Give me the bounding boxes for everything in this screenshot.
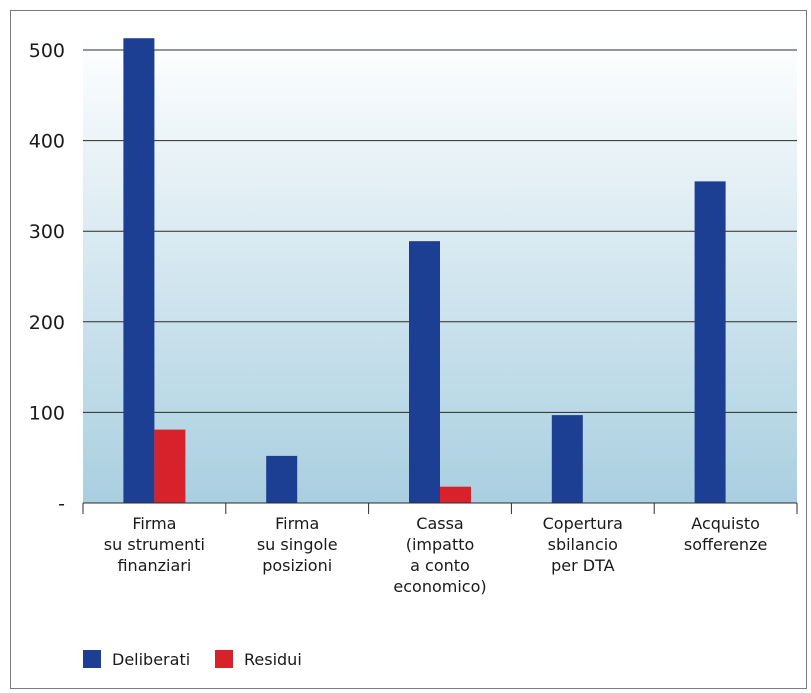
bar-deliberati-4 [694,181,726,503]
x-category-label: finanziari [117,556,191,575]
y-tick-label: 200 [29,312,65,334]
x-category-label: Cassa [416,514,463,533]
x-category-label: per DTA [551,556,615,575]
x-category-label: economico) [393,577,486,596]
bar-deliberati-1 [266,455,298,503]
x-category-label: posizioni [262,556,332,575]
bar-residui-0 [154,429,186,503]
x-category-label: sofferenze [684,535,767,554]
y-axis-tick-labels: - 100 200 300 400 500 [29,40,65,515]
x-axis-category-labels: Firma su strumenti finanziari Firma su singo… [104,514,768,596]
x-category-label: a conto [410,556,470,575]
y-tick-label: 400 [29,131,65,153]
x-category-label: su strumenti [104,535,205,554]
legend: Deliberati Residui [83,650,302,669]
bar-deliberati-2 [409,241,440,503]
x-category-label: sbilancio [548,535,618,554]
x-category-label: Acquisto [691,514,760,533]
x-category-label: Firma [132,514,176,533]
legend-label-residui: Residui [244,650,302,669]
x-category-label: Copertura [543,514,623,533]
legend-swatch-deliberati [83,650,101,668]
x-category-label: (impatto [406,535,475,554]
bar-deliberati-3 [551,415,583,503]
y-tick-label: 300 [29,221,65,243]
legend-swatch-residui [215,650,233,668]
x-category-label: Firma [275,514,319,533]
x-axis [82,502,798,514]
bar-residui-2 [440,486,471,503]
bar-deliberati-0 [123,38,155,504]
y-tick-label: - [58,493,65,515]
x-category-label: su singole [257,535,338,554]
y-tick-label: 500 [29,40,65,62]
y-tick-label: 100 [29,402,65,424]
bars [123,38,726,504]
legend-label-deliberati: Deliberati [112,650,190,669]
